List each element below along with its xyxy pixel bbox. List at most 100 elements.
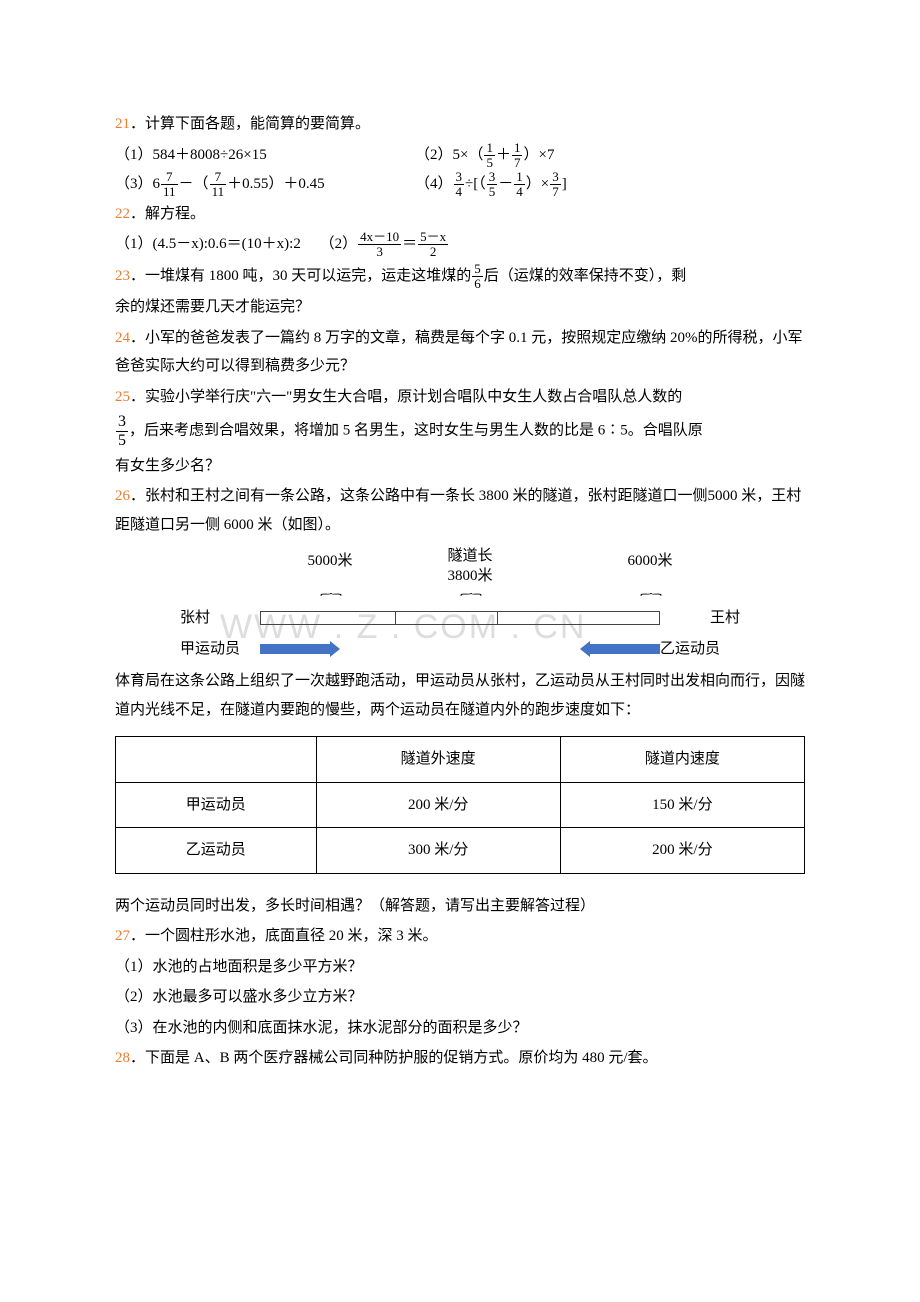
wang-village: 王村	[660, 604, 740, 633]
den: 5	[487, 185, 498, 199]
den: 6	[472, 277, 483, 291]
q25-line2: 35，后来考虑到合唱效果，将增加 5 名男生，这时女生与男生人数的比是 6∶5。…	[115, 413, 805, 449]
frac: 37	[550, 170, 561, 200]
td: 150 米/分	[560, 782, 804, 828]
runner-b: 乙运动员	[660, 635, 740, 664]
t: ＝	[402, 236, 417, 252]
q22-p2a: （2）	[320, 236, 358, 252]
th-empty	[116, 737, 317, 783]
td: 300 米/分	[316, 828, 560, 874]
th-outside: 隧道外速度	[316, 737, 560, 783]
td: 200 米/分	[560, 828, 804, 874]
qnum-23: 23	[115, 268, 130, 284]
t: 隧道长	[447, 547, 492, 567]
den: 7	[550, 185, 561, 199]
question-22: 22．解方程。	[115, 200, 805, 229]
frac: 35	[487, 170, 498, 200]
num: 5	[472, 262, 483, 277]
den: 11	[161, 185, 178, 199]
question-26: 26．张村和王村之间有一条公路，这条公路中有一条长 3800 米的隧道，张村距隧…	[115, 482, 805, 539]
td: 200 米/分	[316, 782, 560, 828]
table-row: 隧道外速度 隧道内速度	[116, 737, 805, 783]
num: 7	[210, 170, 227, 185]
q21-p1: （1）584＋8008÷26×15	[115, 141, 415, 171]
frac: 35	[116, 413, 128, 449]
t: ＋0.55）＋0.45	[227, 176, 325, 192]
den: 4	[454, 185, 465, 199]
t: （3）6	[115, 176, 160, 192]
qnum-21: 21	[115, 116, 130, 132]
tunnel-label: 隧道长3800米	[400, 547, 540, 586]
frac: 15	[484, 141, 495, 171]
num: 1	[484, 141, 495, 156]
question-28: 28．下面是 A、B 两个医疗器械公司同种防护服的促销方式。原价均为 480 元…	[115, 1044, 805, 1073]
bar-row: 张村 王村	[180, 604, 740, 633]
q22-p1: （1）(4.5－x):0.6＝(10＋x):2	[115, 236, 301, 252]
q27-t: ．一个圆柱形水池，底面直径 20 米，深 3 米。	[130, 928, 438, 944]
brace-icon: ︷	[260, 586, 400, 593]
den: 2	[418, 245, 448, 259]
seg	[396, 612, 499, 624]
brace-icon: ︷	[570, 586, 730, 593]
q21-p2: （2）5×（15＋17）×7	[415, 141, 805, 171]
num: 7	[161, 170, 178, 185]
td: 乙运动员	[116, 828, 317, 874]
t: （4）	[415, 176, 453, 192]
braces: ︷ ︷ ︷	[180, 586, 740, 600]
frac: 17	[512, 141, 523, 171]
brace-icon: ︷	[400, 586, 540, 593]
th-inside: 隧道内速度	[560, 737, 804, 783]
frac: 14	[514, 170, 525, 200]
arrow-right-icon	[260, 644, 330, 654]
t: ]	[562, 176, 567, 192]
den: 3	[358, 245, 401, 259]
q22-eqs: （1）(4.5－x):0.6＝(10＋x):2 （2）4x－103＝5－x2	[115, 230, 805, 260]
den: 4	[514, 185, 525, 199]
q21-title: ．计算下面各题，能简算的要简算。	[130, 116, 370, 132]
den: 7	[512, 156, 523, 170]
runner-a: 甲运动员	[180, 635, 260, 664]
arrow-row: 甲运动员 乙运动员	[180, 635, 740, 664]
question-25: 25．实验小学举行庆"六一"男女生大合唱，原计划合唱队中女生人数占合唱队总人数的	[115, 383, 805, 412]
q21-row1: （1）584＋8008÷26×15 （2）5×（15＋17）×7	[115, 141, 805, 171]
table-row: 甲运动员 200 米/分 150 米/分	[116, 782, 805, 828]
q23-b: 后（运煤的效率保持不变），剩	[484, 268, 687, 284]
num: 3	[487, 170, 498, 185]
q22-title: ．解方程。	[130, 206, 205, 222]
frac: 56	[472, 262, 483, 292]
zhang-village: 张村	[180, 604, 260, 633]
q23-a: ．一堆煤有 1800 吨，30 天可以运完，运走这堆煤的	[130, 268, 471, 284]
q21-p2a: （2）5×（	[415, 147, 483, 163]
qnum-28: 28	[115, 1050, 130, 1066]
t: ÷[（	[465, 176, 486, 192]
seg	[498, 612, 659, 624]
q25-c: 有女生多少名？	[115, 452, 805, 481]
q27-p3: （3）在水池的内侧和底面抹水泥，抹水泥部分的面积是多少？	[115, 1014, 805, 1043]
num: 3	[454, 170, 465, 185]
num: 1	[512, 141, 523, 156]
q21-p4: （4）34÷[（35－14）×37]	[415, 170, 805, 200]
t: 3800米	[447, 567, 492, 587]
qnum-27: 27	[115, 928, 130, 944]
num: 4x－10	[358, 230, 401, 245]
dist-6000: 6000米	[570, 547, 730, 586]
table-row: 乙运动员 300 米/分 200 米/分	[116, 828, 805, 874]
frac: 711	[210, 170, 227, 200]
q24-t: ．小军的爸爸发表了一篇约 8 万字的文章，稿费是每个字 0.1 元，按照规定应缴…	[115, 330, 803, 375]
t: －	[498, 176, 513, 192]
q26-c: 两个运动员同时出发，多长时间相遇？（解答题，请写出主要解答过程）	[115, 892, 805, 921]
q21-p2b: ）×7	[523, 147, 554, 163]
t: －（	[179, 176, 209, 192]
q25-a: ．实验小学举行庆"六一"男女生大合唱，原计划合唱队中女生人数占合唱队总人数的	[130, 389, 682, 405]
den: 5	[116, 432, 128, 450]
tunnel-diagram: 5000米 隧道长3800米 6000米 ︷ ︷ ︷ 张村 王村 甲运动员 乙运…	[180, 547, 740, 663]
frac: 4x－103	[358, 230, 401, 260]
frac: 5－x2	[418, 230, 448, 260]
qnum-22: 22	[115, 206, 130, 222]
t: ＋	[496, 147, 511, 163]
arrows	[260, 644, 660, 654]
t: ）×	[526, 176, 549, 192]
qnum-26: 26	[115, 488, 130, 504]
q27-p1: （1）水池的占地面积是多少平方米？	[115, 953, 805, 982]
seg	[261, 612, 396, 624]
